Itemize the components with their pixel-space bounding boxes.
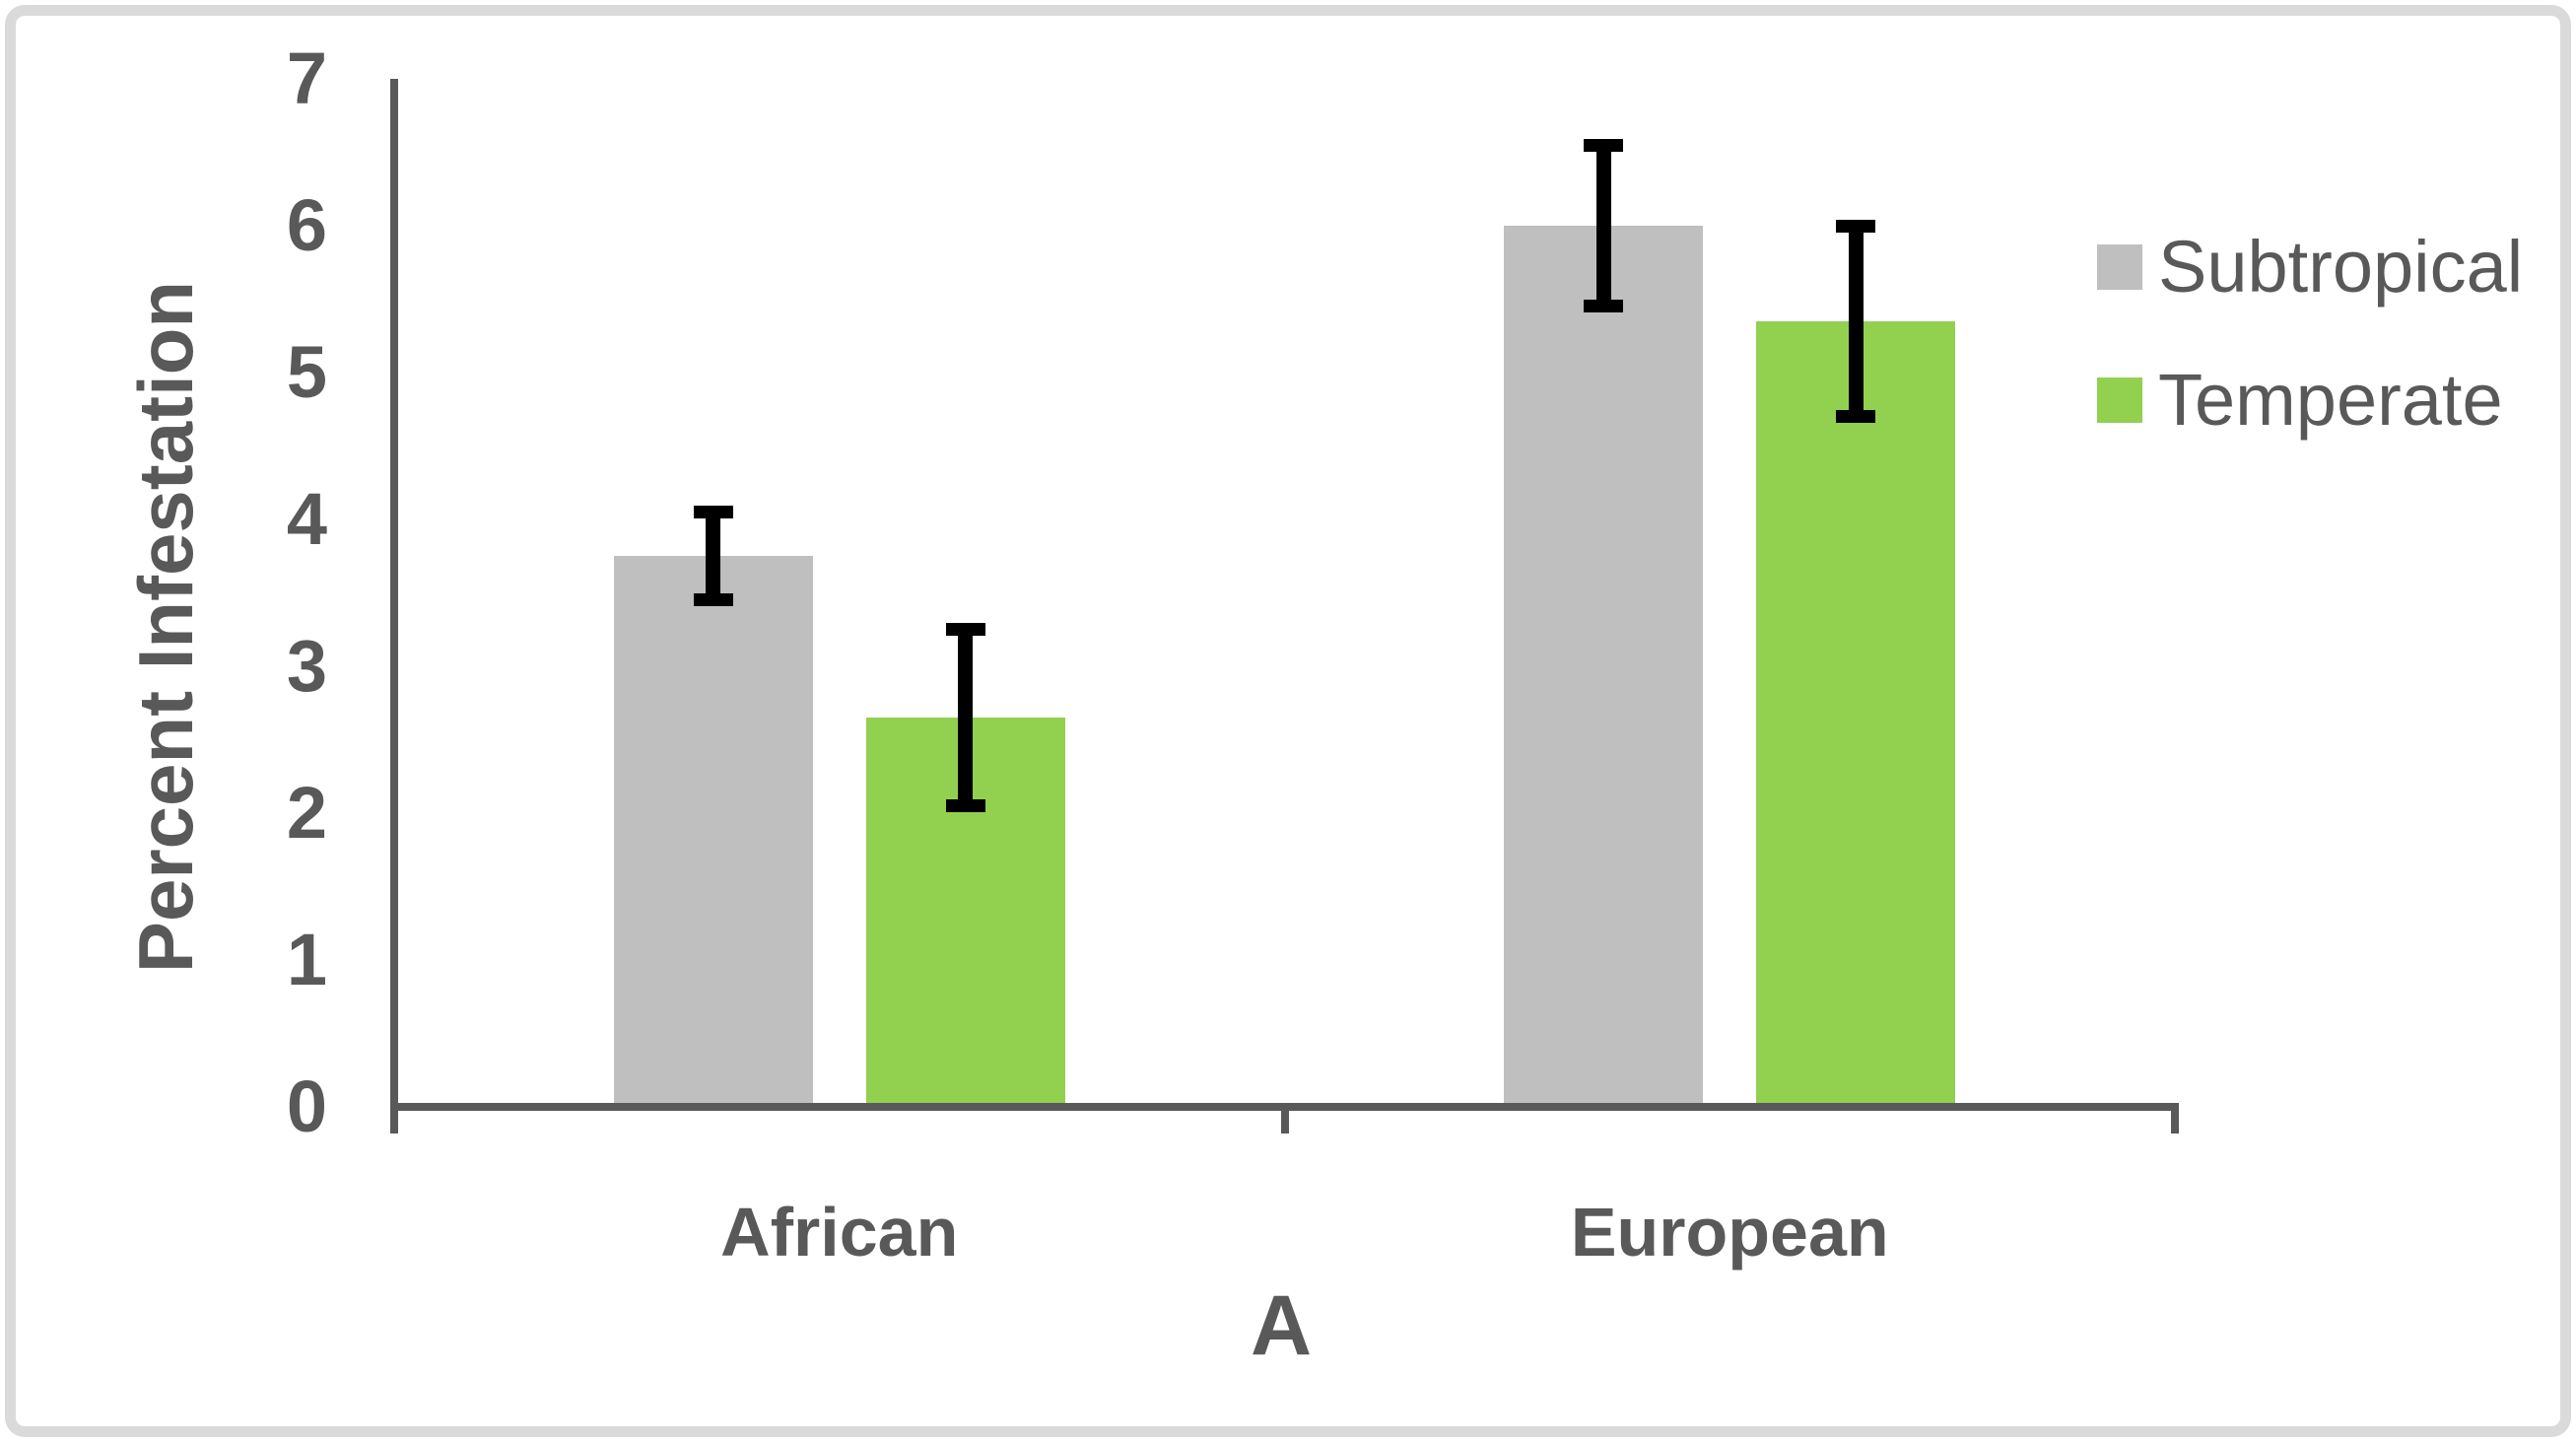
x-tick-mark — [2171, 1107, 2179, 1133]
error-bar-cap — [1584, 300, 1624, 313]
error-bar — [706, 512, 721, 600]
x-axis-title: A — [1250, 1278, 1313, 1373]
error-bar — [958, 629, 974, 806]
y-tick-label: 7 — [286, 37, 327, 119]
legend-swatch-icon — [2097, 378, 2142, 423]
y-axis-title: Percent Infestation — [122, 280, 209, 974]
y-tick-label: 2 — [286, 772, 327, 854]
bar-subtropical-african — [613, 556, 813, 1107]
legend-item-subtropical: Subtropical — [2097, 231, 2523, 304]
bar-subtropical-european — [1504, 226, 1704, 1107]
error-bar-cap — [945, 623, 985, 637]
x-category-label: European — [1570, 1194, 1889, 1270]
x-category-label: African — [720, 1194, 959, 1270]
y-tick-label: 5 — [286, 331, 327, 413]
y-tick-label: 3 — [286, 625, 327, 707]
error-bar-cap — [693, 506, 733, 519]
y-tick-label: 0 — [286, 1065, 327, 1147]
y-tick-label: 1 — [286, 919, 327, 1000]
y-tick-label: 4 — [286, 478, 327, 560]
legend-label: Temperate — [2158, 359, 2503, 441]
x-tick-mark — [1280, 1107, 1289, 1133]
y-axis-line — [390, 79, 398, 1133]
error-bar-cap — [1836, 410, 1876, 424]
error-bar — [1848, 226, 1864, 417]
legend-swatch-icon — [2097, 244, 2142, 290]
y-tick-label: 6 — [286, 184, 327, 266]
error-bar-cap — [1584, 138, 1624, 152]
error-bar-cap — [1836, 219, 1876, 233]
error-bar-cap — [945, 799, 985, 813]
bar-temperate-european — [1756, 320, 1956, 1107]
error-bar-cap — [693, 593, 733, 607]
legend-label: Subtropical — [2158, 226, 2524, 308]
error-bar — [1595, 145, 1611, 307]
legend-item-temperate: Temperate — [2097, 364, 2503, 437]
